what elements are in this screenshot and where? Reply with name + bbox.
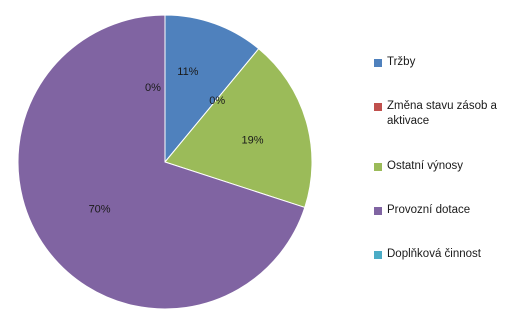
legend-swatch (374, 163, 382, 171)
legend-swatch (374, 207, 382, 215)
pie-slices (17, 14, 313, 310)
slice-provozni-dotace (17, 14, 306, 310)
legend-swatch (374, 103, 382, 111)
slice-provozni-dotace-data-label: 70% (89, 203, 111, 215)
legend-item: Ostatní výnosy (374, 159, 527, 174)
legend-label: Provozní dotace (387, 204, 471, 216)
pie-data-labels: 11% 0% 19% 70% 0% (89, 66, 264, 215)
slice-trzby-data-label: 11% (177, 66, 198, 78)
legend-item: Změna stavu zásob a aktivace (374, 99, 527, 129)
slice-ostatni-vynosy (164, 48, 313, 209)
legend-item: Doplňková činnost (374, 247, 527, 262)
legend-swatch (374, 59, 382, 67)
slice-trzby (164, 14, 260, 164)
legend-swatch (374, 251, 382, 259)
legend-item: Provozní dotace (374, 203, 527, 218)
legend-label: Tržby (387, 56, 416, 68)
legend-label: Doplňková činnost (387, 248, 481, 260)
legend-label: Změna stavu zásob a aktivace (387, 100, 497, 127)
slice-zmena-stavu-zasob-a-aktivace-data-label: 0% (209, 95, 225, 107)
slice-ostatni-vynosy-data-label: 19% (242, 134, 264, 146)
slice-doplnkova-cinnost-data-label: 0% (145, 82, 161, 94)
legend-item: Tržby (374, 55, 527, 70)
legend-label: Ostatní výnosy (387, 160, 464, 172)
